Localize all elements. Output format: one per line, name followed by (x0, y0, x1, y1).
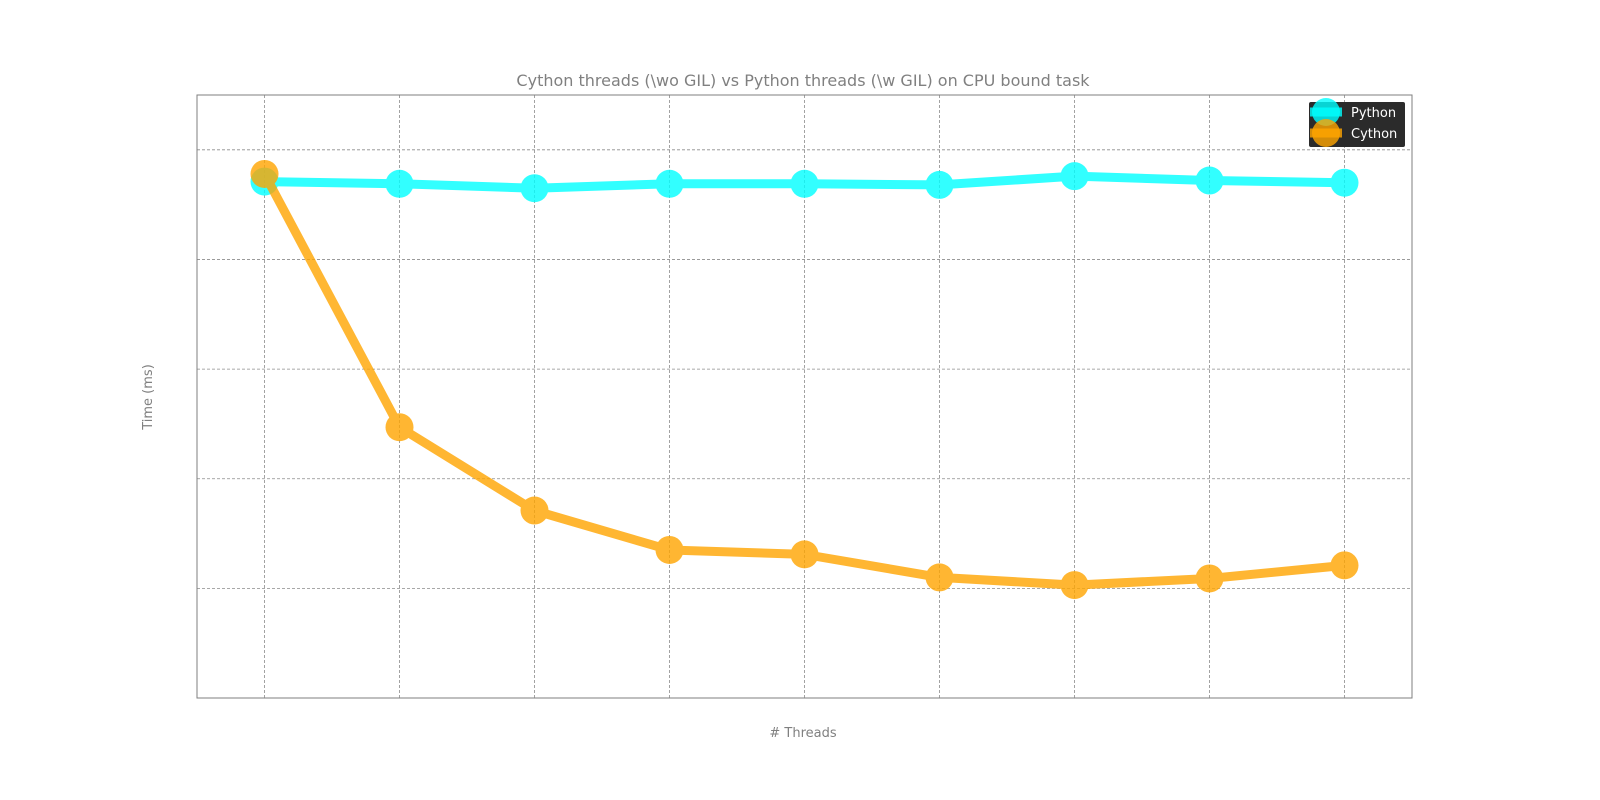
data-point-python (655, 169, 684, 198)
legend: Python Cython (1309, 98, 1405, 147)
data-point-cython (1195, 564, 1224, 593)
series-cython (250, 159, 1359, 600)
plot-frame (196, 94, 1413, 699)
data-point-cython (1330, 551, 1359, 580)
data-point-python (385, 169, 414, 198)
data-point-cython (655, 535, 684, 564)
data-point-python (1330, 168, 1359, 197)
legend-entry-cython: Cython (1310, 119, 1397, 147)
data-point-python (1060, 162, 1089, 191)
data-point-cython (925, 563, 954, 592)
legend-entry-python: Python (1310, 98, 1396, 126)
data-point-cython (790, 540, 819, 569)
data-point-cython (385, 413, 414, 442)
series-layer (250, 159, 1359, 600)
data-point-python (1195, 166, 1224, 195)
data-point-python (925, 170, 954, 199)
data-point-python (790, 169, 819, 198)
legend-swatch-marker-cython (1312, 119, 1340, 147)
legend-label-python: Python (1351, 106, 1396, 121)
y-axis-label: Time (ms) (141, 364, 156, 431)
chart-title: Cython threads (\wo GIL) vs Python threa… (516, 71, 1090, 90)
data-point-python (520, 174, 549, 203)
x-axis-label: # Threads (769, 726, 836, 741)
legend-swatch-marker-python (1312, 98, 1340, 126)
data-point-cython (250, 159, 279, 188)
data-point-cython (520, 496, 549, 525)
legend-label-cython: Cython (1351, 127, 1397, 142)
series-python (250, 162, 1359, 203)
data-point-cython (1060, 571, 1089, 600)
